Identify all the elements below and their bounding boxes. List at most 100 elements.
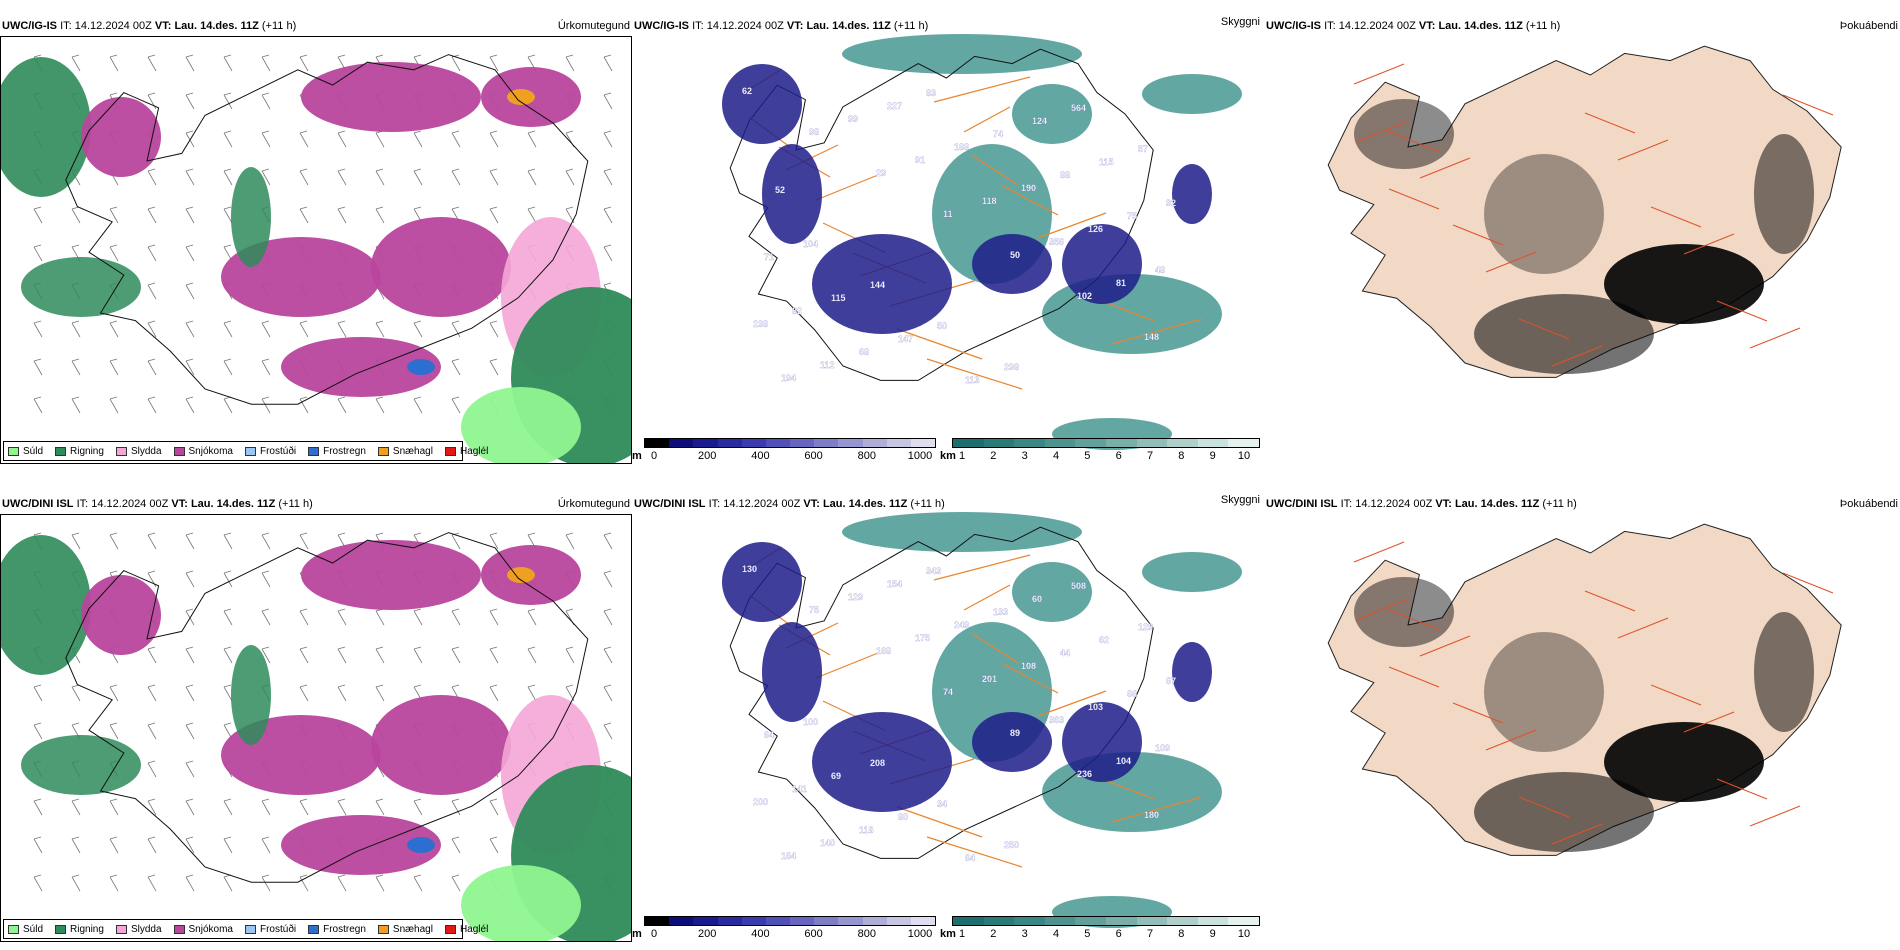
- wind-barb: [299, 534, 309, 550]
- colorbar-tick: 6: [1115, 450, 1122, 462]
- legend-swatch: [377, 924, 389, 934]
- legend-item: Frostregn: [308, 924, 366, 935]
- wind-barb: [337, 208, 347, 224]
- wind-barb: [337, 798, 346, 802]
- wind-barb: [109, 532, 118, 536]
- wind-barb: [147, 208, 157, 224]
- wind-barb: [337, 610, 347, 626]
- road: [1355, 599, 1407, 621]
- legend-swatch: [444, 446, 456, 456]
- wind-barb: [451, 206, 460, 210]
- ceiling-value-label: 298: [1004, 362, 1019, 372]
- colorbar-tick: 4: [1052, 450, 1060, 462]
- road: [970, 154, 1019, 186]
- wind-barb: [261, 838, 271, 854]
- low-ceiling-area: [1172, 642, 1212, 702]
- ceiling-value-label: 343: [926, 566, 941, 576]
- model-name: UWC/IG-IS: [634, 20, 689, 32]
- legend-swatch: [55, 924, 67, 934]
- wind-barb: [451, 876, 461, 892]
- ceiling-value-label: 62: [742, 86, 752, 96]
- wind-barb: [451, 398, 461, 414]
- wind-barb: [71, 208, 81, 224]
- ceiling-value-label: 112: [820, 360, 835, 370]
- wind-barb: [375, 874, 384, 878]
- ceiling-value-label: 118: [859, 825, 874, 835]
- wind-barb: [413, 684, 422, 688]
- wind-barb: [185, 800, 195, 816]
- panel-header: UWC/IG-IS IT: 14.12.2024 00Z VT: Lau. 14…: [1266, 20, 1898, 34]
- legend-label: Súld: [23, 923, 44, 935]
- colorbar-cell: [741, 439, 766, 447]
- wind-barb: [109, 876, 119, 892]
- wind-barb: [71, 800, 81, 816]
- wind-barb: [147, 646, 156, 650]
- legend-label: Snjókoma: [188, 445, 233, 457]
- ceiling-value-label: 64: [764, 730, 774, 740]
- legend-label: Snæhagl: [392, 445, 433, 457]
- wind-barb: [185, 684, 194, 688]
- wind-barb: [527, 206, 536, 210]
- colorbar-cell: [838, 917, 863, 925]
- low-visibility-area: [1012, 562, 1092, 622]
- ceiling-value-label: 238: [753, 319, 768, 329]
- road: [926, 836, 1023, 868]
- wind-barb: [489, 132, 499, 148]
- colorbar-cell: [953, 917, 984, 925]
- wind-barb: [185, 874, 194, 878]
- wind-barb: [109, 396, 118, 400]
- wind-barb: [451, 534, 461, 550]
- wind-barb: [33, 874, 42, 878]
- snow-area: [371, 695, 511, 795]
- low-ceiling-area: [972, 712, 1052, 772]
- snow-area: [281, 815, 441, 875]
- colorbar-tick: 1000: [907, 450, 933, 462]
- wind-barb: [185, 836, 194, 840]
- wind-barb: [565, 56, 575, 72]
- road: [1355, 121, 1407, 143]
- colorbar-unit: m: [632, 450, 642, 462]
- wind-barb: [451, 132, 461, 148]
- colorbar-tick: 1: [958, 450, 966, 462]
- colorbar-tick: 9: [1209, 450, 1216, 462]
- wind-barb: [413, 646, 422, 650]
- wind-barb: [375, 132, 385, 148]
- wind-barb: [299, 206, 308, 210]
- colorbar-strip: [952, 916, 1260, 926]
- model-row-ig-is: UWC/IG-IS IT: 14.12.2024 00Z VT: Lau. 14…: [0, 0, 1900, 470]
- wind-barb: [489, 836, 498, 840]
- wind-barb: [451, 168, 460, 172]
- wind-barb: [451, 532, 460, 536]
- wind-barb: [299, 686, 309, 702]
- wind-barb: [185, 56, 195, 72]
- init-time: 14.12.2024 00Z: [723, 498, 801, 510]
- colorbar-cell: [862, 917, 887, 925]
- road: [896, 806, 983, 838]
- wind-barb: [147, 798, 156, 802]
- wind-barb: [603, 646, 612, 650]
- wind-barb: [603, 532, 612, 536]
- wind-barb: [109, 320, 118, 324]
- road: [1386, 608, 1438, 630]
- wind-barb: [603, 570, 612, 574]
- precip-type-legend: Súld Rigning Slydda Snjókoma Frostúði Frostre…: [3, 441, 488, 461]
- colorbar-cell: [1136, 917, 1168, 925]
- wind-barb: [33, 322, 43, 338]
- road: [1111, 318, 1203, 345]
- wind-barb: [109, 798, 118, 802]
- wind-barb: [527, 54, 536, 58]
- ceiling-value-label: 356: [1049, 237, 1064, 247]
- wind-barb: [261, 94, 271, 110]
- road: [1037, 212, 1107, 239]
- wind-barb: [109, 874, 118, 878]
- panel-title: Skyggni: [1220, 16, 1260, 28]
- low-visibility-area: [1142, 552, 1242, 592]
- road: [926, 358, 1023, 390]
- wind-barb: [375, 532, 384, 536]
- wind-barb: [337, 876, 347, 892]
- wind-barb: [337, 130, 346, 134]
- wind-barb: [603, 132, 613, 148]
- fog-area: [1754, 134, 1814, 254]
- wind-barb: [71, 874, 80, 878]
- wind-barb: [565, 532, 574, 536]
